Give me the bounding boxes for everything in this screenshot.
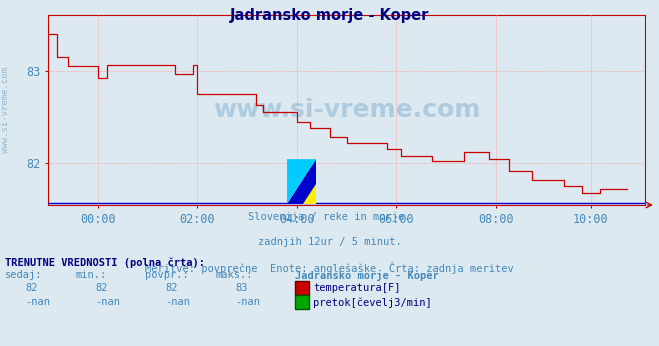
Text: www.si-vreme.com: www.si-vreme.com bbox=[213, 98, 480, 122]
Polygon shape bbox=[287, 159, 316, 204]
Text: 82: 82 bbox=[165, 283, 177, 293]
Text: pretok[čevelj3/min]: pretok[čevelj3/min] bbox=[313, 297, 432, 308]
Text: -nan: -nan bbox=[25, 297, 50, 307]
Polygon shape bbox=[303, 184, 316, 204]
Text: TRENUTNE VREDNOSTI (polna črta):: TRENUTNE VREDNOSTI (polna črta): bbox=[5, 258, 205, 268]
Text: zadnjih 12ur / 5 minut.: zadnjih 12ur / 5 minut. bbox=[258, 237, 401, 247]
Text: 82: 82 bbox=[25, 283, 38, 293]
Text: 83: 83 bbox=[235, 283, 248, 293]
Text: sedaj:: sedaj: bbox=[5, 270, 42, 280]
Text: Jadransko morje - Koper: Jadransko morje - Koper bbox=[230, 8, 429, 23]
Text: -nan: -nan bbox=[235, 297, 260, 307]
Text: www.si-vreme.com: www.si-vreme.com bbox=[1, 67, 10, 153]
Text: Jadransko morje - Koper: Jadransko morje - Koper bbox=[295, 270, 439, 281]
Text: povpr.:: povpr.: bbox=[145, 270, 188, 280]
Text: maks.:: maks.: bbox=[215, 270, 252, 280]
Text: temperatura[F]: temperatura[F] bbox=[313, 283, 401, 293]
Text: Meritve: povprečne  Enote: anglešaške  Črta: zadnja meritev: Meritve: povprečne Enote: anglešaške Črt… bbox=[145, 262, 514, 274]
Polygon shape bbox=[287, 159, 316, 204]
Text: -nan: -nan bbox=[165, 297, 190, 307]
Text: Slovenija / reke in morje.: Slovenija / reke in morje. bbox=[248, 212, 411, 222]
Text: 82: 82 bbox=[95, 283, 107, 293]
Text: -nan: -nan bbox=[95, 297, 120, 307]
Text: min.:: min.: bbox=[75, 270, 106, 280]
